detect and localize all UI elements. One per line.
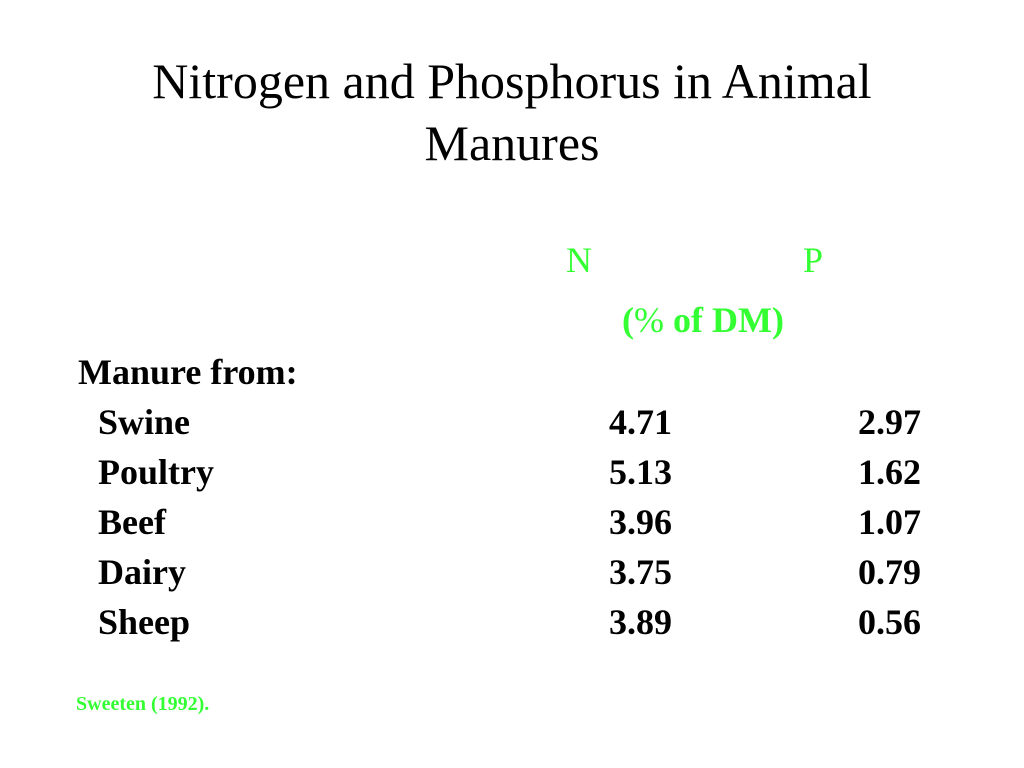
unit-open: ( (622, 300, 634, 340)
source-citation: Sweeten (1992). (76, 693, 210, 715)
row-n-value: 3.89 (609, 602, 672, 642)
section-label: Manure from: (78, 352, 298, 392)
row-p-value: 0.56 (858, 602, 921, 642)
row-name: Swine (98, 402, 191, 442)
row-name: Poultry (98, 452, 214, 492)
slide-title: Nitrogen and Phosphorus in Animal Manure… (0, 50, 1024, 174)
unit-rest: of DM) (664, 300, 784, 340)
column-header-n: N (566, 240, 592, 280)
unit-label: (% of DM) (622, 300, 784, 340)
row-name: Dairy (98, 552, 186, 592)
row-name: Sheep (98, 602, 191, 642)
table-row: Sheep 3.89 0.56 (0, 602, 1024, 652)
table-row: Dairy 3.75 0.79 (0, 552, 1024, 602)
row-p-value: 0.79 (858, 552, 921, 592)
slide-title-line-1: Nitrogen and Phosphorus in Animal (152, 53, 872, 109)
row-n-value: 4.71 (609, 402, 672, 442)
row-n-value: 3.96 (609, 502, 672, 542)
table-row: Poultry 5.13 1.62 (0, 452, 1024, 502)
slide-title-line-2: Manures (424, 115, 600, 171)
row-p-value: 1.62 (858, 452, 921, 492)
table-row: Swine 4.71 2.97 (0, 402, 1024, 452)
row-p-value: 2.97 (858, 402, 921, 442)
row-n-value: 3.75 (609, 552, 672, 592)
row-n-value: 5.13 (609, 452, 672, 492)
table-row: Beef 3.96 1.07 (0, 502, 1024, 552)
unit-percent: % (634, 300, 664, 340)
row-name: Beef (98, 502, 166, 542)
row-p-value: 1.07 (858, 502, 921, 542)
column-header-p: P (803, 240, 824, 280)
